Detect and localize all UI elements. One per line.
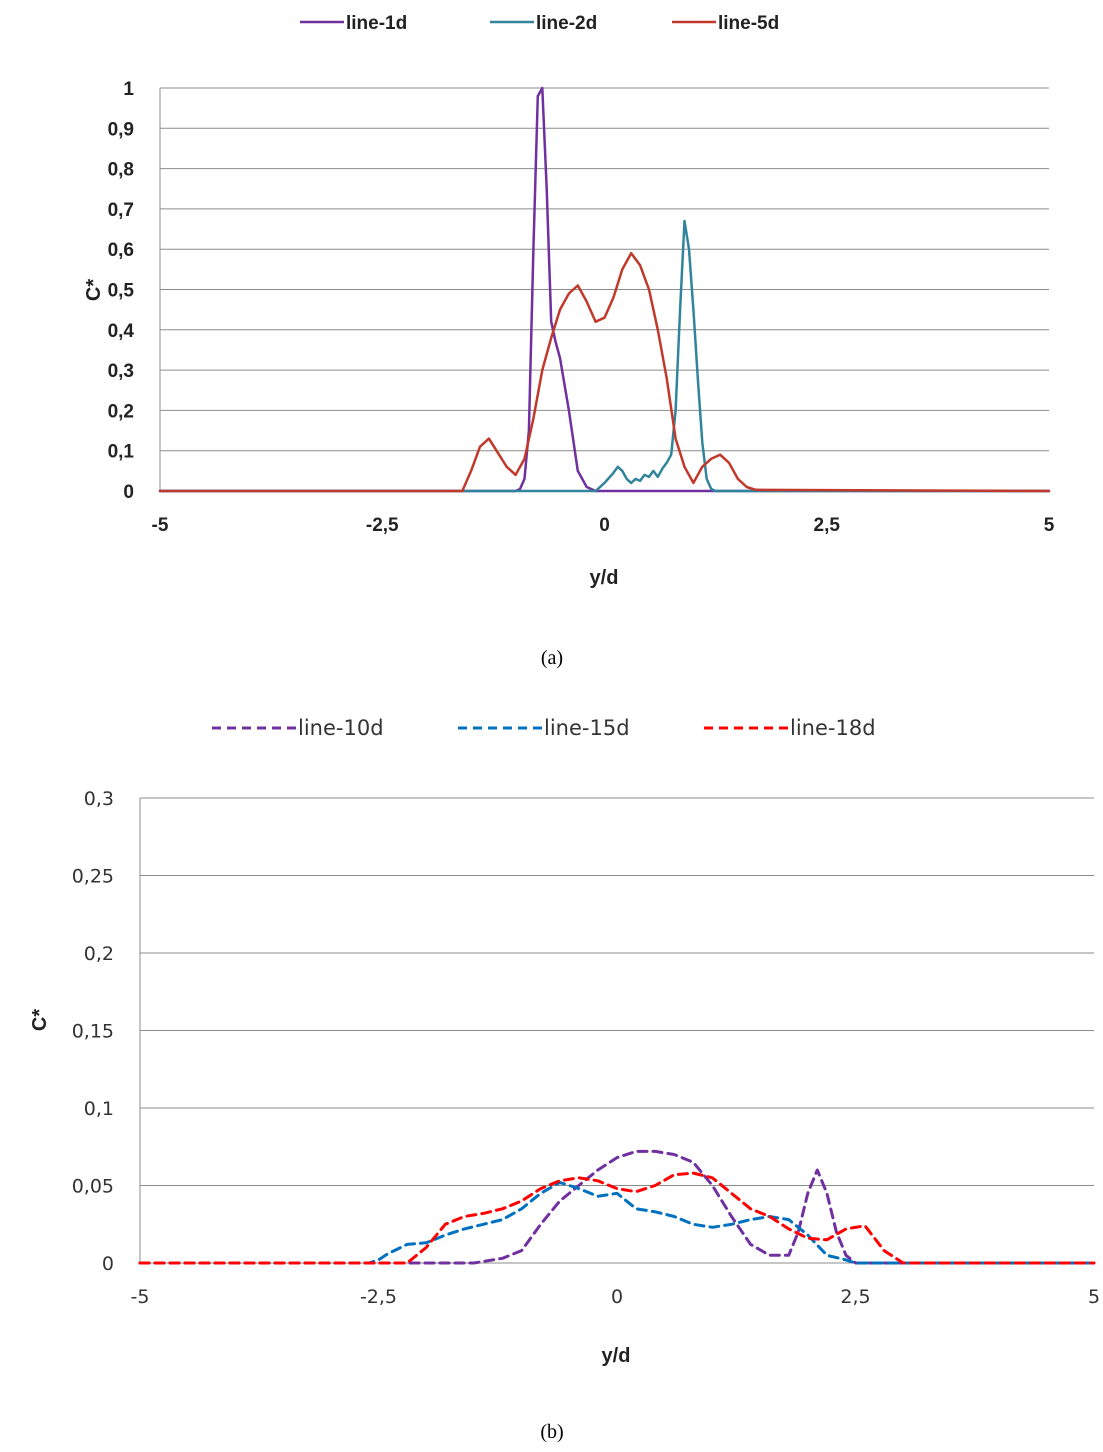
x-tick-label: -5 [152,515,169,536]
legend-item-line-15d: line-15d [458,716,630,740]
legend-label: line-5d [718,13,779,34]
series-a [158,86,1051,493]
y-axis-title-b: C* [29,1009,51,1031]
y-tick-label: 0,8 [108,160,134,181]
chart-panel-a: line-1d line-2d line-5d 0 0,1 0,2 0,3 0,4 0,5 0,… [83,13,1055,669]
y-tick-label: 0,1 [108,442,135,463]
chart-panel-b: line-10d line-15d line-18d 0 0,05 0,1 0,15 0,2… [29,716,1100,1443]
y-axis-title-a: C* [83,279,105,301]
x-tick-labels-b: -5 -2,5 0 2,5 5 [131,1286,1101,1308]
x-tick-label: -2,5 [366,515,399,536]
y-tick-label: 0 [102,1253,114,1275]
legend-label: line-2d [536,13,597,34]
legend-label: line-15d [544,716,630,740]
x-tick-label: 2,5 [840,1286,870,1308]
x-axis-title-b: y/d [602,1345,631,1367]
y-tick-label: 0,6 [108,240,134,261]
series-line-line-10d [138,1149,1096,1265]
panel-label-b: (b) [540,1421,563,1443]
y-tick-label: 0,9 [108,119,134,140]
x-tick-label: -5 [131,1286,150,1308]
panel-label-a: (a) [541,647,563,669]
y-tick-label: 0,1 [84,1098,114,1120]
series-line-line-5d [158,251,1051,493]
x-tick-label: 2,5 [814,515,841,536]
x-tick-label: 5 [1044,515,1055,536]
series-b [138,1149,1096,1265]
gridlines-a [159,87,1049,492]
legend-a: line-1d line-2d line-5d [300,13,779,34]
x-axis-title-a: y/d [590,567,619,589]
legend-label: line-10d [298,716,384,740]
y-tick-label: 0,3 [84,788,114,810]
series-line-line-15d [138,1180,1096,1265]
legend-item-line-2d: line-2d [490,13,597,34]
x-tick-label: 0 [611,1286,623,1308]
y-tick-label: 0,7 [108,200,134,221]
legend-item-line-18d: line-18d [704,716,876,740]
y-tick-labels-a: 0 0,1 0,2 0,3 0,4 0,5 0,6 0,7 0,8 0,9 1 [108,79,135,503]
y-tick-label: 0,5 [108,281,135,302]
x-tick-labels-a: -5 -2,5 0 2,5 5 [152,515,1055,536]
y-tick-label: 0,2 [108,401,134,422]
series-line-line-18d [138,1171,1096,1265]
y-tick-label: 0,2 [84,943,114,965]
legend-label: line-1d [346,13,407,34]
legend-item-line-5d: line-5d [672,13,779,34]
y-tick-labels-b: 0 0,05 0,1 0,15 0,2 0,25 0,3 [72,788,114,1275]
y-tick-label: 0,05 [72,1176,114,1198]
x-tick-label: 5 [1088,1286,1100,1308]
legend-b: line-10d line-15d line-18d [212,716,876,740]
y-tick-label: 1 [123,79,134,100]
y-tick-label: 0,25 [72,866,114,888]
x-tick-label: -2,5 [360,1286,397,1308]
legend-label: line-18d [790,716,876,740]
x-tick-label: 0 [599,515,610,536]
legend-item-line-10d: line-10d [212,716,384,740]
y-tick-label: 0 [123,482,134,503]
y-tick-label: 0,3 [108,361,134,382]
y-tick-label: 0,4 [108,321,135,342]
series-line-line-2d [158,219,1051,493]
legend-item-line-1d: line-1d [300,13,407,34]
y-tick-label: 0,15 [72,1021,114,1043]
